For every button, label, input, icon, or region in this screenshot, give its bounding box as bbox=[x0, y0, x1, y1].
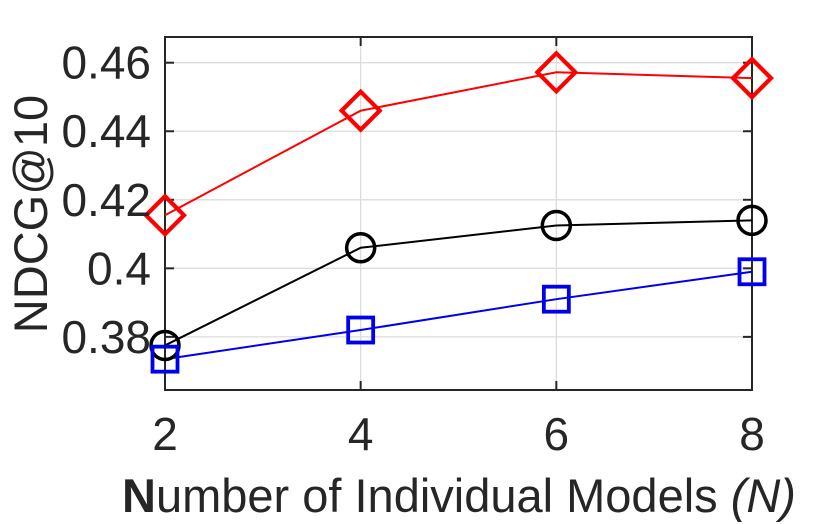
tick-labels: 0.38 0.4 0.42 0.44 0.46 2 4 6 8 bbox=[61, 37, 764, 460]
x-axis-label-part-italic: (N) bbox=[731, 469, 796, 522]
x-axis-label: Number of Individual Models (N) bbox=[122, 469, 796, 522]
axes-box bbox=[164, 36, 753, 391]
x-axis-label-part-bold: N bbox=[122, 469, 156, 522]
circle-marker bbox=[344, 232, 377, 264]
data-series bbox=[143, 50, 774, 374]
diamond-marker bbox=[338, 88, 383, 133]
red-diamond-series-line bbox=[164, 71, 753, 217]
square-marker bbox=[737, 257, 767, 287]
y-axis-label: NDCG@10 bbox=[4, 95, 57, 333]
x-tick-label: 8 bbox=[739, 408, 765, 460]
y-tick-label: 0.4 bbox=[87, 242, 151, 294]
square-marker bbox=[150, 344, 180, 374]
diamond-marker bbox=[534, 50, 579, 95]
y-tick-label: 0.42 bbox=[61, 174, 151, 226]
x-tick-label: 6 bbox=[544, 408, 570, 460]
diamond-marker bbox=[143, 193, 187, 238]
gridlines bbox=[164, 37, 753, 390]
diamond-marker bbox=[730, 56, 774, 101]
black-circle-series-line bbox=[164, 219, 753, 347]
circle-marker bbox=[736, 204, 768, 237]
y-tick-label: 0.46 bbox=[61, 37, 151, 89]
x-axis-label-part-normal: umber of Individual Models bbox=[156, 469, 731, 522]
x-tick-label: 2 bbox=[152, 408, 178, 460]
blue-square-series-line bbox=[164, 270, 753, 361]
x-tick-label: 4 bbox=[348, 408, 374, 460]
circle-marker bbox=[540, 209, 573, 242]
square-marker bbox=[541, 284, 571, 314]
y-tick-label: 0.38 bbox=[61, 311, 151, 363]
y-tick-label: 0.44 bbox=[61, 105, 151, 157]
square-marker bbox=[346, 315, 376, 345]
